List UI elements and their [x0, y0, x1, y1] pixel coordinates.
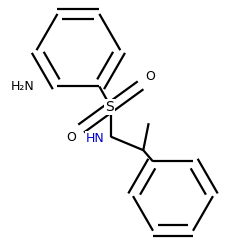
- Text: O: O: [66, 131, 76, 144]
- Text: HN: HN: [85, 131, 104, 144]
- Text: O: O: [145, 70, 155, 83]
- Text: H₂N: H₂N: [11, 80, 34, 93]
- Text: S: S: [105, 100, 114, 114]
